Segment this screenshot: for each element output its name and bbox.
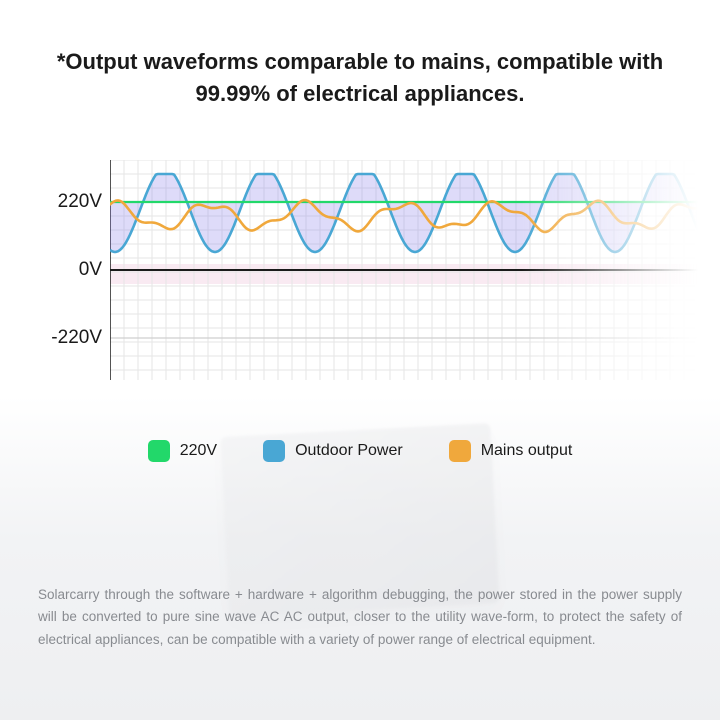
legend-label: 220V	[180, 442, 217, 460]
legend-item: 220V	[148, 440, 217, 462]
y-axis-labels: 220V 0V -220V	[38, 160, 110, 380]
chart-svg	[110, 160, 698, 380]
legend-swatch	[148, 440, 170, 462]
y-tick-label: 0V	[79, 259, 102, 281]
legend-label: Mains output	[481, 442, 573, 460]
y-tick-label: 220V	[58, 191, 102, 213]
legend-item: Mains output	[449, 440, 573, 462]
legend: 220V Outdoor Power Mains output	[0, 440, 720, 462]
page-title: *Output waveforms comparable to mains, c…	[0, 0, 720, 110]
description-text: Solarcarry through the software + hardwa…	[38, 584, 682, 651]
legend-label: Outdoor Power	[295, 442, 403, 460]
y-tick-label: -220V	[51, 327, 102, 349]
legend-item: Outdoor Power	[263, 440, 403, 462]
waveform-chart: 220V 0V -220V	[38, 160, 698, 420]
legend-swatch	[263, 440, 285, 462]
legend-swatch	[449, 440, 471, 462]
